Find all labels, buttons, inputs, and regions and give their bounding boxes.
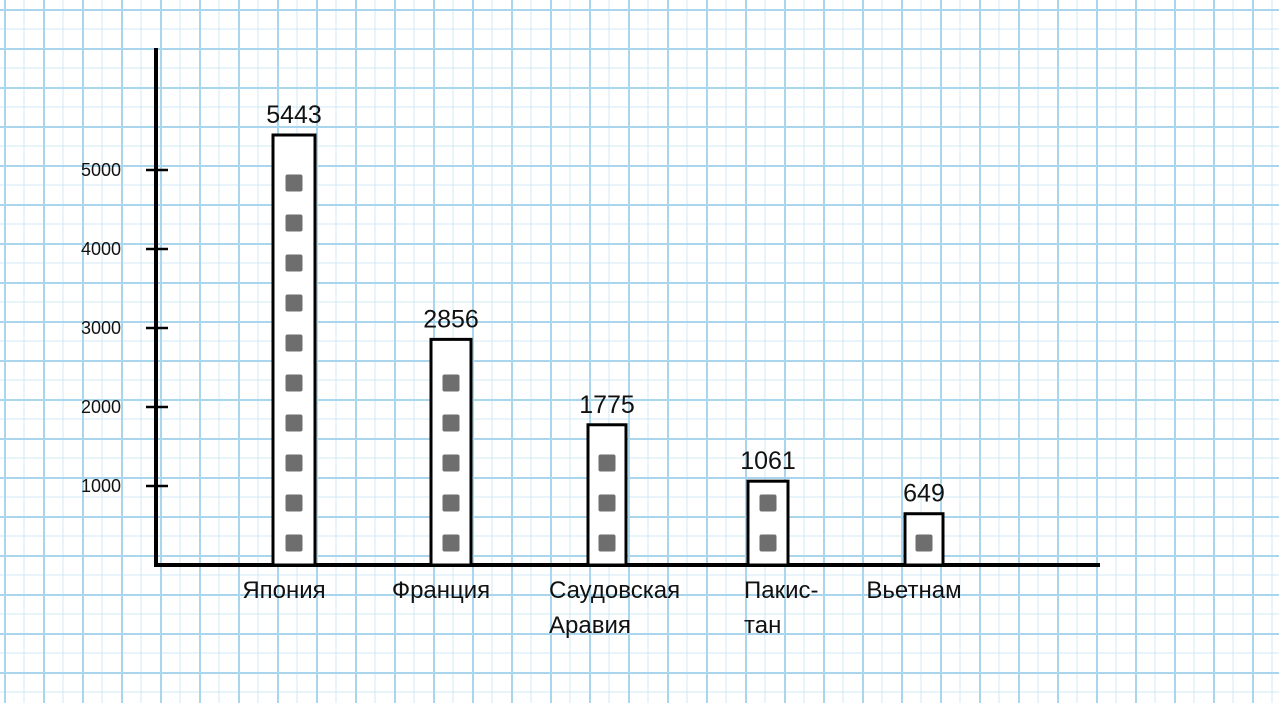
category-label: Аравия	[549, 612, 631, 639]
bar-value-label: 1061	[740, 447, 796, 475]
bar-pattern-square	[442, 494, 460, 512]
bar-pattern-square	[442, 414, 460, 432]
bar-pattern-square	[598, 494, 616, 512]
bar-value-label: 5443	[266, 101, 322, 129]
bar-pattern-square	[285, 214, 303, 232]
bar-pattern-square	[759, 534, 777, 552]
bar-pattern-square	[285, 174, 303, 192]
category-label: тан	[744, 612, 781, 639]
bar	[429, 337, 473, 567]
bar-pattern-square	[285, 494, 303, 512]
bar-pattern-square	[285, 414, 303, 432]
bar	[903, 512, 945, 567]
bar-pattern-square	[285, 254, 303, 272]
bar-pattern-square	[285, 534, 303, 552]
category-label: Япония	[242, 577, 325, 604]
bar-pattern-square	[285, 294, 303, 312]
category-label: Саудовская	[549, 577, 680, 604]
bar-pattern-square	[442, 374, 460, 392]
bar	[746, 479, 790, 567]
bar-value-label: 649	[903, 480, 945, 508]
bar-value-label: 1775	[579, 391, 635, 419]
bar-pattern-square	[285, 454, 303, 472]
y-tick-label: 4000	[81, 239, 121, 259]
y-tick-label: 3000	[81, 318, 121, 338]
bar-pattern-square	[598, 454, 616, 472]
category-label: Франция	[392, 577, 490, 604]
bar-pattern-square	[285, 334, 303, 352]
bar-pattern-square	[442, 534, 460, 552]
bar-pattern-square	[915, 534, 933, 552]
bar-pattern-square	[759, 494, 777, 512]
category-label: Пакис-	[744, 577, 819, 604]
y-tick-label: 2000	[81, 397, 121, 417]
bar-value-label: 2856	[423, 305, 479, 333]
y-tick-label: 1000	[81, 476, 121, 496]
category-label: Вьетнам	[866, 577, 961, 604]
bar-pattern-square	[598, 534, 616, 552]
bar-pattern-square	[285, 374, 303, 392]
y-tick-label: 5000	[81, 160, 121, 180]
bar-pattern-square	[442, 454, 460, 472]
